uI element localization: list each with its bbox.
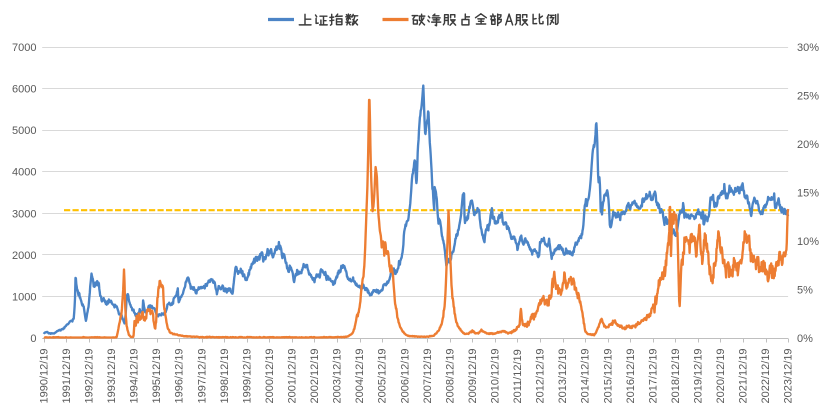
svg-text:2019/12/19: 2019/12/19 [692,348,704,403]
svg-text:1990/12/19: 1990/12/19 [38,348,50,403]
svg-text:2006/12/19: 2006/12/19 [399,348,411,403]
svg-text:2012/12/19: 2012/12/19 [535,348,547,403]
svg-text:2011/12/19: 2011/12/19 [512,349,524,403]
svg-text:20%: 20% [797,139,819,151]
svg-text:1997/12/19: 1997/12/19 [196,348,208,403]
svg-text:10%: 10% [797,236,819,248]
svg-text:1999/12/19: 1999/12/19 [241,348,253,403]
svg-text:2005/12/19: 2005/12/19 [377,348,389,403]
svg-text:2004/12/19: 2004/12/19 [354,348,366,403]
svg-text:6000: 6000 [12,84,36,96]
svg-text:2016/12/19: 2016/12/19 [625,348,637,403]
svg-text:2008/12/19: 2008/12/19 [444,348,456,403]
svg-text:4000: 4000 [12,167,36,179]
svg-text:2000/12/19: 2000/12/19 [264,348,276,403]
svg-text:2021/12/19: 2021/12/19 [738,348,750,403]
svg-text:1000: 1000 [12,291,36,303]
svg-text:15%: 15% [797,188,819,200]
svg-text:3000: 3000 [12,208,36,220]
svg-text:30%: 30% [797,42,819,54]
svg-text:2014/12/19: 2014/12/19 [580,348,592,403]
svg-text:1995/12/19: 1995/12/19 [151,348,163,403]
svg-text:1994/12/19: 1994/12/19 [129,348,141,403]
svg-text:2023/12/19: 2023/12/19 [783,348,795,403]
svg-text:2009/12/19: 2009/12/19 [467,348,479,403]
svg-text:25%: 25% [797,91,819,103]
svg-text:1993/12/19: 1993/12/19 [106,348,118,403]
svg-text:2010/12/19: 2010/12/19 [489,348,501,403]
svg-text:2015/12/19: 2015/12/19 [602,348,614,403]
svg-text:5%: 5% [797,285,813,297]
svg-text:1998/12/19: 1998/12/19 [219,348,231,403]
svg-text:1996/12/19: 1996/12/19 [174,348,186,403]
svg-text:2000: 2000 [12,250,36,262]
svg-text:2003/12/19: 2003/12/19 [332,348,344,403]
svg-text:0%: 0% [797,333,813,345]
svg-text:2007/12/19: 2007/12/19 [422,348,434,403]
svg-text:2001/12/19: 2001/12/19 [287,348,299,403]
svg-text:2020/12/19: 2020/12/19 [715,348,727,403]
svg-text:1992/12/19: 1992/12/19 [84,348,96,403]
svg-text:2017/12/19: 2017/12/19 [647,348,659,403]
svg-text:1991/12/19: 1991/12/19 [61,348,73,403]
svg-text:2002/12/19: 2002/12/19 [309,348,321,403]
svg-text:2013/12/19: 2013/12/19 [557,348,569,403]
svg-text:5000: 5000 [12,125,36,137]
svg-text:2022/12/19: 2022/12/19 [760,348,772,403]
svg-text:7000: 7000 [12,42,36,54]
svg-text:2018/12/19: 2018/12/19 [670,348,682,403]
svg-text:0: 0 [30,333,36,345]
